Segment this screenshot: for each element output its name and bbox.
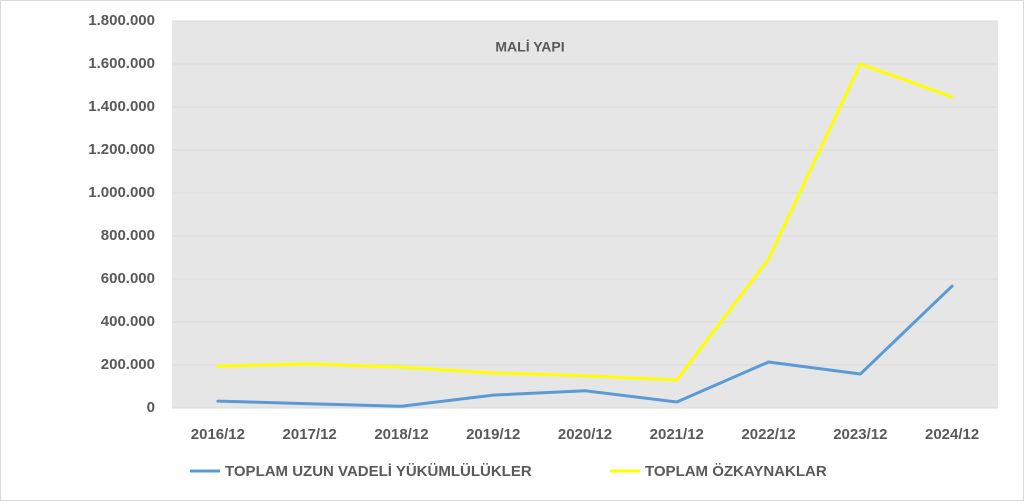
x-tick-label: 2021/12 — [650, 426, 704, 443]
series-line — [216, 284, 954, 408]
y-tick-label: 1.600.000 — [88, 55, 155, 72]
chart-title: MALİ YAPI — [495, 39, 564, 55]
y-tick-label: 600.000 — [101, 270, 155, 287]
y-tick-label: 1.800.000 — [88, 12, 155, 29]
x-tick-label: 2023/12 — [833, 426, 887, 443]
x-tick-label: 2018/12 — [374, 426, 428, 443]
y-tick-label: 0 — [147, 399, 155, 416]
legend-label: TOPLAM ÖZKAYNAKLAR — [645, 463, 827, 480]
legend-label: TOPLAM UZUN VADELİ YÜKÜMLÜLÜKLER — [225, 463, 532, 480]
y-tick-label: 800.000 — [101, 227, 155, 244]
y-tick-label: 1.200.000 — [88, 141, 155, 158]
x-tick-label: 2019/12 — [466, 426, 520, 443]
x-tick-label: 2020/12 — [558, 426, 612, 443]
y-tick-label: 1.400.000 — [88, 98, 155, 115]
x-tick-label: 2016/12 — [191, 426, 245, 443]
series-line — [216, 62, 954, 382]
x-tick-label: 2022/12 — [741, 426, 795, 443]
plot-area — [172, 21, 998, 408]
y-tick-label: 400.000 — [101, 313, 155, 330]
y-tick-label: 200.000 — [101, 356, 155, 373]
x-tick-label: 2017/12 — [283, 426, 337, 443]
y-tick-label: 1.000.000 — [88, 184, 155, 201]
x-tick-label: 2024/12 — [925, 426, 979, 443]
